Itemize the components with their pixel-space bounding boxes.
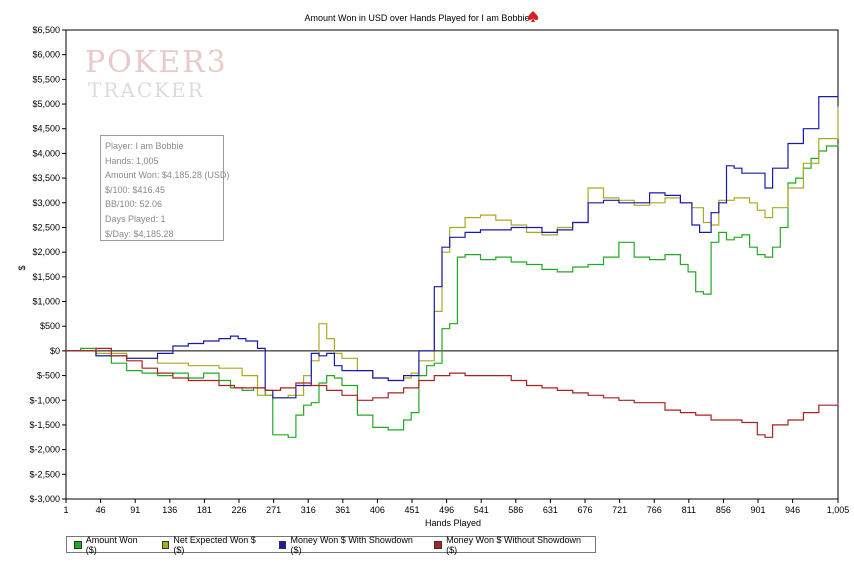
x-tick-label: 946 xyxy=(785,505,800,515)
y-tick-label: $-2,000 xyxy=(29,445,60,455)
series-line-without-showdown xyxy=(66,347,839,438)
x-tick-label: 451 xyxy=(405,505,420,515)
info-per-100: $/100: $416.45 xyxy=(105,184,166,195)
x-tick-label: 316 xyxy=(301,505,316,515)
x-tick-label: 1,005 xyxy=(827,505,850,515)
x-tick-label: 631 xyxy=(543,505,558,515)
series-line-with-showdown xyxy=(66,91,839,399)
x-tick-label: 766 xyxy=(647,505,662,515)
x-tick-label: 856 xyxy=(716,505,731,515)
legend-swatch xyxy=(161,540,170,549)
chart-legend: Amount Won ($) Net Expected Won $ ($) Mo… xyxy=(66,534,596,555)
y-tick-label: $-1,000 xyxy=(29,395,60,405)
y-tick-label: $-3,000 xyxy=(29,494,60,504)
y-tick-label: $3,500 xyxy=(32,173,60,183)
y-tick-label: $6,500 xyxy=(32,25,60,35)
y-tick-label: $-500 xyxy=(37,371,60,381)
y-tick-label: $1,000 xyxy=(32,297,60,307)
x-tick-label: 496 xyxy=(439,505,454,515)
series-lines xyxy=(66,91,839,438)
legend-item-without-showdown: Money Won $ Without Showdown ($) xyxy=(434,535,589,555)
y-tick-label: $-2,500 xyxy=(29,469,60,479)
x-axis-title: Hands Played xyxy=(425,518,481,528)
x-tick-label: 811 xyxy=(682,505,696,515)
y-axis: $6,500 $6,000 $5,500 $5,000 $4,500 $4,000 $3,5… xyxy=(29,25,66,504)
chart-title: Amount Won in USD over Hands Played for … xyxy=(305,13,530,23)
legend-swatch xyxy=(434,540,443,549)
watermark-tracker-text: TRACKER xyxy=(88,78,205,102)
y-tick-label: $2,000 xyxy=(32,247,60,257)
y-tick-label: $5,000 xyxy=(32,99,60,109)
legend-label: Amount Won ($) xyxy=(85,534,138,555)
x-axis: 1 46 91 136 181 226 271 316 361 406 451 496 541 586 63… xyxy=(63,499,849,515)
x-tick-label: 721 xyxy=(612,505,627,515)
x-tick-label: 361 xyxy=(335,505,350,515)
x-tick-label: 181 xyxy=(197,505,212,515)
stats-info-box: Player: I am Bobbie Hands: 1,005 Amount … xyxy=(100,135,230,241)
x-tick-label: 1 xyxy=(63,505,68,515)
info-per-day: $/Day: $4,185.28 xyxy=(105,228,174,239)
legend-item-net-expected: Net Expected Won $ ($) xyxy=(161,534,266,555)
legend-label: Money Won $ With Showdown ($) xyxy=(290,534,413,555)
x-tick-label: 136 xyxy=(162,505,177,515)
legend-item-with-showdown: Money Won $ With Showdown ($) xyxy=(278,534,422,555)
x-tick-label: 406 xyxy=(370,505,385,515)
y-tick-label: $6,000 xyxy=(32,50,60,60)
y-tick-label: $4,500 xyxy=(32,124,60,134)
x-tick-label: 91 xyxy=(130,505,140,515)
watermark-poker-text: POKER3 xyxy=(85,45,228,80)
y-tick-label: $0 xyxy=(50,346,60,356)
info-hands: Hands: 1,005 xyxy=(105,155,159,166)
info-days-played: Days Played: 1 xyxy=(105,213,166,224)
y-tick-label: $-1,500 xyxy=(29,420,60,430)
legend-item-amount-won: Amount Won ($) xyxy=(74,535,149,555)
info-bb-per-100: BB/100: 52.06 xyxy=(105,199,163,210)
info-amount-won: Amount Won: $4,185.28 (USD) xyxy=(105,170,230,181)
info-player: Player: I am Bobbie xyxy=(105,141,184,151)
y-tick-label: $5,500 xyxy=(32,74,60,84)
x-tick-label: 901 xyxy=(751,505,766,515)
y-tick-label: $4,000 xyxy=(32,148,60,158)
y-tick-label: $2,500 xyxy=(32,222,60,232)
y-tick-label: $3,000 xyxy=(32,198,60,208)
legend-label: Net Expected Won $ ($) xyxy=(173,534,256,555)
y-tick-label: $1,500 xyxy=(32,272,60,282)
y-tick-label: $500 xyxy=(40,321,60,331)
spade-icon xyxy=(527,11,539,22)
x-tick-label: 271 xyxy=(266,505,281,515)
x-tick-label: 586 xyxy=(508,505,523,515)
plot-frame xyxy=(65,29,839,500)
legend-swatch xyxy=(278,540,287,549)
legend-swatch xyxy=(74,540,82,549)
legend-label: Money Won $ Without Showdown ($) xyxy=(446,534,581,555)
x-tick-label: 226 xyxy=(231,505,246,515)
series-line-net-expected xyxy=(66,106,839,399)
watermark: POKER3 TRACKER xyxy=(85,45,228,102)
x-tick-label: 46 xyxy=(96,505,106,515)
x-tick-label: 541 xyxy=(474,505,489,515)
y-axis-title: $ xyxy=(17,265,27,270)
x-tick-label: 676 xyxy=(578,505,593,515)
